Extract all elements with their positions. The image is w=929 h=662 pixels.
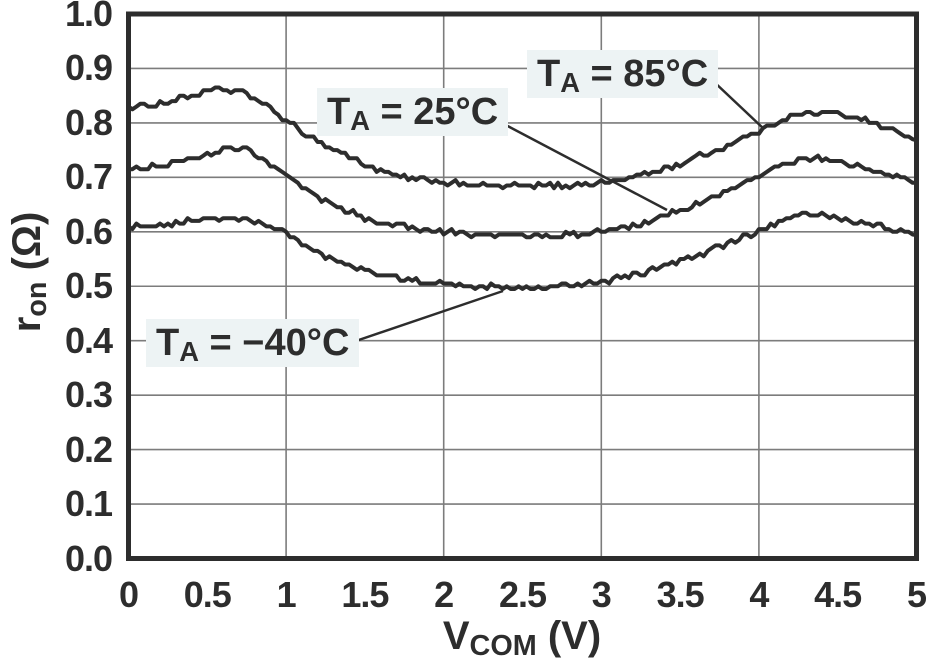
y-tick-label-0.5: 0.5 (64, 265, 113, 307)
y-tick-label-0.8: 0.8 (64, 101, 113, 143)
annotation-85c-symbol: T (537, 53, 561, 95)
annotation-label-85c: TA = 85°C (527, 50, 719, 99)
x-axis-title: VCOM (V) (372, 614, 672, 661)
plot-frame (126, 11, 919, 561)
x-tick-label-4.5: 4.5 (814, 574, 862, 615)
x-tick-label-2: 2 (434, 574, 454, 615)
x-axis-title-main: V (442, 614, 470, 658)
annotation-minus40c-subscript: A (179, 336, 199, 368)
x-tick-label-0: 0 (118, 574, 139, 615)
annotation-leader-ta-25c (499, 120, 668, 212)
x-tick-label-5: 5 (906, 574, 927, 615)
x-tick-label-3.5: 3.5 (656, 574, 705, 615)
x-tick-label-2.5: 2.5 (498, 574, 547, 615)
annotation-label-25c: TA = 25°C (317, 88, 509, 137)
annotation-leader-ta-minus40c (346, 289, 504, 346)
y-tick-label-0.4: 0.4 (64, 319, 113, 361)
y-axis-title-units: (Ω) (5, 211, 49, 282)
curve-ta-25c (128, 145, 917, 240)
x-axis-title-sub: COM (469, 630, 537, 662)
annotation-minus40c-symbol: T (156, 322, 180, 364)
x-tick-label-0.5: 0.5 (183, 574, 232, 615)
annotation-85c-value: = 85°C (579, 53, 709, 95)
x-tick-label-1.5: 1.5 (341, 574, 389, 615)
y-axis-title: ron (Ω) (5, 211, 53, 333)
x-tick-label-1: 1 (276, 574, 297, 615)
y-axis-title-main: r (5, 316, 49, 333)
y-tick-label-0.7: 0.7 (64, 156, 113, 198)
curve-ta-85c (127, 85, 918, 191)
annotation-minus40c-value: = −40°C (198, 322, 350, 364)
annotation-25c-symbol: T (327, 91, 351, 133)
y-tick-label-0.9: 0.9 (64, 47, 113, 89)
y-tick-label-0.2: 0.2 (64, 428, 113, 470)
y-tick-label-0.1: 0.1 (64, 483, 113, 525)
annotation-25c-subscript: A (350, 105, 370, 137)
curve-ta-minus40c (127, 210, 917, 291)
annotation-label-minus40c: TA = −40°C (146, 319, 360, 368)
y-tick-label-0.0: 0.0 (64, 537, 113, 579)
x-tick-label-4: 4 (749, 574, 769, 615)
y-tick-label-1.0: 1.0 (64, 0, 113, 34)
annotation-25c-value: = 25°C (369, 91, 499, 133)
x-axis-title-units: (V) (536, 614, 602, 658)
annotation-leader-ta-85c (711, 79, 765, 130)
x-tick-label-3: 3 (591, 574, 612, 615)
y-tick-label-0.6: 0.6 (64, 210, 113, 252)
annotation-85c-subscript: A (560, 67, 580, 99)
y-axis-title-sub: on (21, 281, 54, 317)
y-tick-label-0.3: 0.3 (64, 374, 113, 416)
